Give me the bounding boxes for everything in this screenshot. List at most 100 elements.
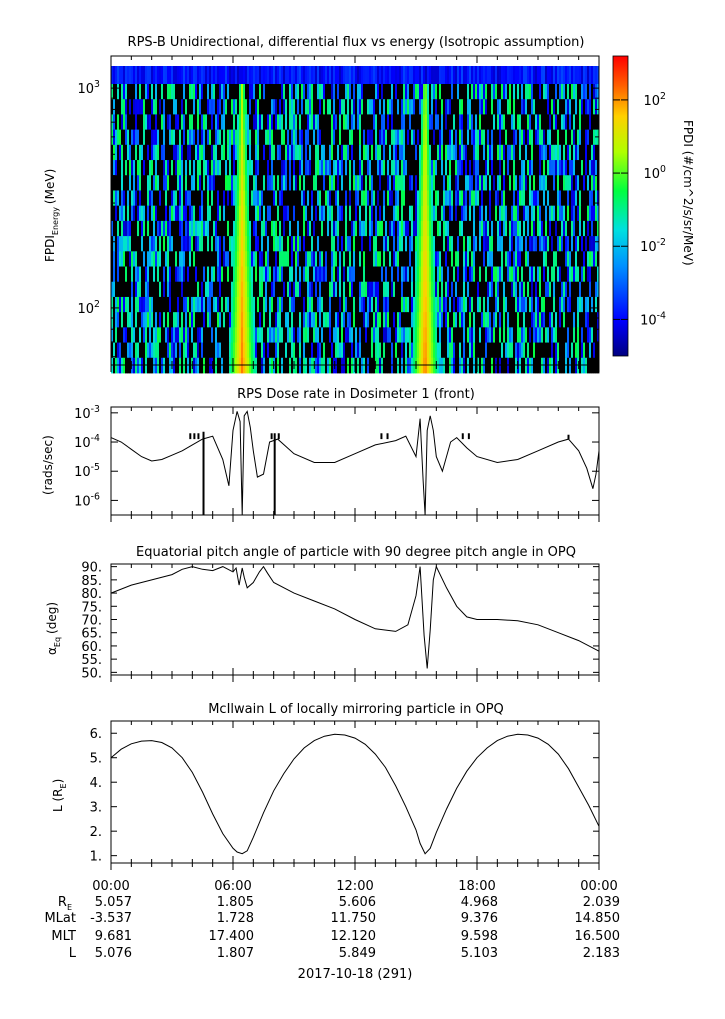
heatmap-cell xyxy=(269,357,272,374)
heatmap-cell xyxy=(175,266,178,283)
heatmap-cell xyxy=(579,312,582,328)
heatmap-cell xyxy=(465,220,468,237)
heatmap-cell xyxy=(285,327,288,343)
heatmap-cell xyxy=(443,236,446,252)
heatmap-cell xyxy=(227,190,230,207)
heatmap-cell xyxy=(117,175,120,191)
heatmap-cell xyxy=(571,220,574,237)
heatmap-cell xyxy=(335,175,338,191)
heatmap-cell xyxy=(241,175,244,191)
heatmap-cell xyxy=(287,266,290,283)
heatmap-cell xyxy=(151,129,154,146)
heatmap-cell xyxy=(227,251,230,267)
heatmap-cell xyxy=(293,175,296,191)
heatmap-cell xyxy=(397,296,400,313)
heatmap-cell xyxy=(181,190,184,207)
heatmap-cell xyxy=(581,342,584,359)
heatmap-cell xyxy=(409,160,412,176)
heatmap-cell xyxy=(443,266,446,283)
heatmap-cell xyxy=(487,236,490,252)
heatmap-cell xyxy=(479,266,482,283)
heatmap-cell xyxy=(161,312,164,328)
heatmap-cell xyxy=(367,357,370,374)
heatmap-cell xyxy=(115,312,118,328)
heatmap-cell xyxy=(559,220,562,237)
heatmap-cell xyxy=(225,84,228,100)
heatmap-cell xyxy=(345,129,348,146)
heatmap-cell xyxy=(549,129,552,146)
heatmap-cell xyxy=(309,312,312,328)
heatmap-cell xyxy=(327,251,330,267)
heatmap-cell xyxy=(163,342,166,359)
heatmap-cell xyxy=(431,357,434,374)
heatmap-cell xyxy=(153,327,156,343)
heatmap-cell xyxy=(207,66,210,84)
heatmap-cell xyxy=(291,220,294,237)
heatmap-cell xyxy=(401,281,404,298)
heatmap-cell xyxy=(343,99,346,115)
heatmap-cell xyxy=(121,357,124,374)
heatmap-cell xyxy=(583,266,586,283)
heatmap-cell xyxy=(571,160,574,176)
heatmap-cell xyxy=(437,220,440,237)
heatmap-cell xyxy=(291,236,294,252)
heatmap-cell xyxy=(239,251,242,267)
heatmap-cell xyxy=(537,190,540,207)
heatmap-cell xyxy=(199,129,202,146)
heatmap-cell xyxy=(429,220,432,237)
heatmap-cell xyxy=(195,312,198,328)
heatmap-cell xyxy=(373,296,376,313)
heatmap-cell xyxy=(143,312,146,328)
heatmap-cell xyxy=(457,129,460,146)
heatmap-cell xyxy=(169,114,172,131)
heatmap-cell xyxy=(349,327,352,343)
heatmap-cell xyxy=(451,342,454,359)
heatmap-cell xyxy=(307,175,310,191)
heatmap-cell xyxy=(381,312,384,328)
heatmap-cell xyxy=(399,66,402,84)
heatmap-cell xyxy=(201,129,204,146)
heatmap-cell xyxy=(151,251,154,267)
heatmap-cell xyxy=(227,160,230,176)
heatmap-cell xyxy=(121,160,124,176)
heatmap-cell xyxy=(331,236,334,252)
heatmap-cell xyxy=(253,99,256,115)
heatmap-cell xyxy=(221,266,224,283)
heatmap-cell xyxy=(495,175,498,191)
heatmap-cell xyxy=(529,175,532,191)
heatmap-cell xyxy=(363,220,366,237)
heatmap-cell xyxy=(201,84,204,100)
heatmap-cell xyxy=(463,114,466,131)
heatmap-cell xyxy=(495,327,498,343)
heatmap-cell xyxy=(591,114,594,131)
heatmap-cell xyxy=(287,84,290,100)
heatmap-cell xyxy=(371,357,374,374)
heatmap-cell xyxy=(161,129,164,146)
heatmap-cell xyxy=(213,251,216,267)
heatmap-cell xyxy=(541,190,544,207)
heatmap-cell xyxy=(287,357,290,374)
heatmap-cell xyxy=(243,144,246,161)
heatmap-cell xyxy=(199,84,202,100)
heatmap-cell xyxy=(513,84,516,100)
heatmap-cell xyxy=(425,266,428,283)
heatmap-cell xyxy=(321,144,324,161)
heatmap-cell xyxy=(549,144,552,161)
heatmap-cell xyxy=(509,327,512,343)
heatmap-cell xyxy=(541,251,544,267)
heatmap-cell xyxy=(139,66,142,84)
heatmap-cell xyxy=(123,144,126,161)
heatmap-cell xyxy=(341,342,344,359)
heatmap-cell xyxy=(141,236,144,252)
heatmap-cell xyxy=(349,296,352,313)
heatmap-cell xyxy=(355,266,358,283)
heatmap-cell xyxy=(371,66,374,84)
heatmap-cell xyxy=(477,160,480,176)
heatmap-cell xyxy=(593,266,596,283)
heatmap-cell xyxy=(151,266,154,283)
heatmap-cell xyxy=(591,251,594,267)
heatmap-cell xyxy=(545,281,548,298)
heatmap-cell xyxy=(435,327,438,343)
heatmap-cell xyxy=(341,266,344,283)
heatmap-cell xyxy=(529,327,532,343)
